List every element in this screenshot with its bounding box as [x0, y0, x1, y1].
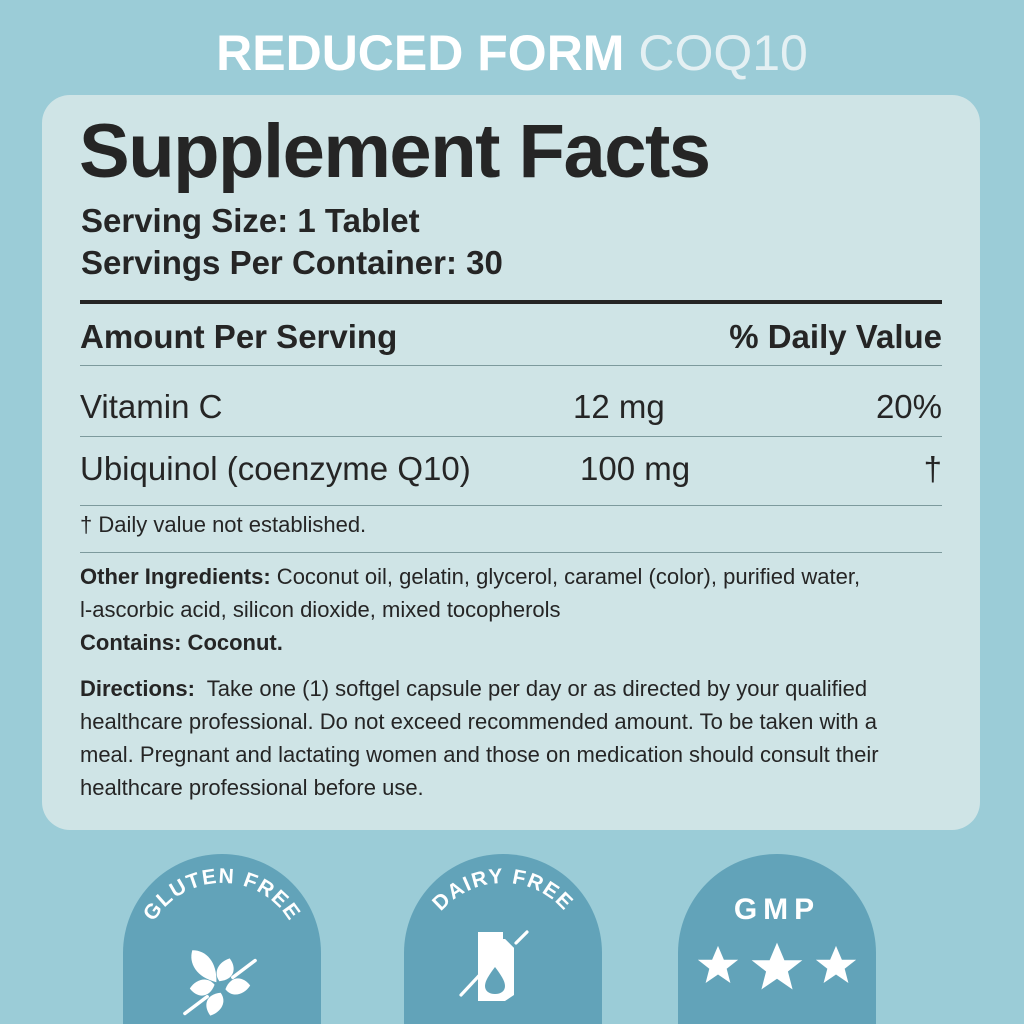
svg-text:GMP: GMP [734, 893, 820, 926]
svg-text:GLUTEN FREE: GLUTEN FREE [139, 865, 305, 925]
svg-text:DAIRY FREE: DAIRY FREE [428, 865, 578, 916]
